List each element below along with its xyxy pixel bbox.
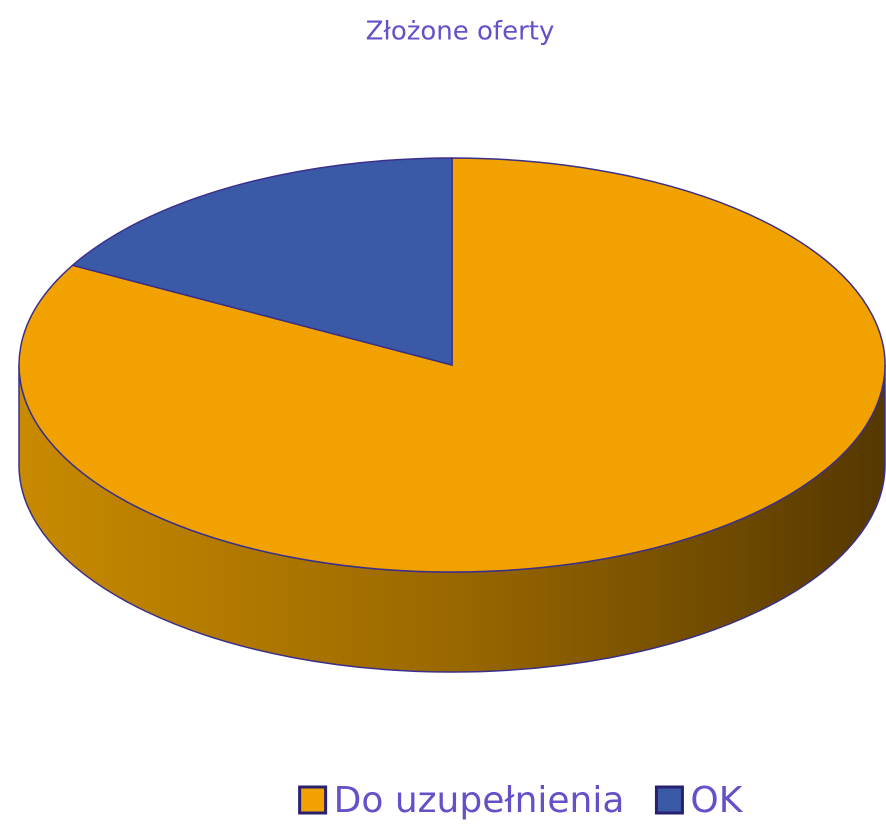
chart-title: Złożone oferty [366,17,555,47]
legend-label: Do uzupełnienia [334,780,625,821]
pie-slice [70,157,453,366]
legend-label: OK [690,780,743,821]
legend-swatch [654,785,684,815]
legend-swatch [298,785,328,815]
